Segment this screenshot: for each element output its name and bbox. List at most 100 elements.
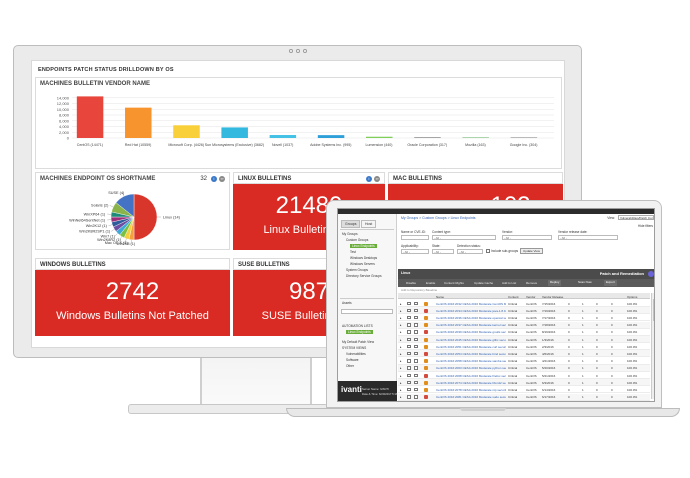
row-checkbox[interactable] — [414, 344, 418, 349]
expand-arrow-icon[interactable]: ▸ — [400, 387, 402, 392]
col-name[interactable]: Name — [436, 294, 445, 299]
toolbar-remove[interactable]: Remove — [526, 281, 538, 285]
expand-arrow-icon[interactable]: ▸ — [400, 380, 402, 385]
col-options[interactable]: Options — [627, 294, 638, 299]
info-icon[interactable]: i — [366, 176, 372, 182]
table-cell[interactable]: CentOS 2016:2039 CESA 2016 Moderate gnut… — [436, 330, 506, 335]
row-checkbox[interactable] — [414, 359, 418, 363]
table-cell[interactable]: CentOS 2016:2032 CESA 2016 Moderate Cent… — [436, 301, 506, 306]
tree-custom-groups[interactable]: Custom Groups — [346, 238, 369, 242]
table-cell[interactable]: CentOS 2016:2081 CESA 2016 Moderate sudo… — [436, 395, 506, 400]
row-checkbox[interactable] — [414, 301, 418, 305]
sidebar-system-views[interactable]: SYSTEM VIEWS — [342, 346, 367, 350]
sidebar-vulnerabilities[interactable]: Vulnerabilities — [346, 352, 366, 356]
table-cell[interactable]: CentOS 2016:2058 CESA 2016 Moderate samb… — [436, 359, 506, 364]
toolbar-scan-now[interactable]: Scan Now — [578, 280, 592, 284]
table-row[interactable]: ▸ CentOS 2016:2039 CESA 2016 Moderate gnu… — [398, 329, 650, 336]
table-scrollbar[interactable] — [651, 293, 654, 399]
row-checkbox[interactable] — [407, 330, 411, 334]
tree-test[interactable]: Test — [350, 250, 356, 254]
table-row[interactable]: ▸ CentOS 2016:2034 CESA 2016 Moderate jav… — [398, 307, 650, 315]
row-checkbox[interactable] — [414, 308, 418, 313]
row-checkbox[interactable] — [414, 323, 418, 327]
col-content[interactable]: Content — [508, 294, 519, 299]
expand-arrow-icon[interactable]: ▸ — [400, 308, 402, 313]
col-release[interactable]: Vendor Release — [542, 294, 564, 299]
help-icon[interactable] — [648, 271, 654, 277]
row-checkbox[interactable] — [414, 395, 418, 399]
content-type-select[interactable]: - All - — [432, 235, 496, 240]
baseline-note[interactable]: Add to Repository Baseline — [401, 288, 438, 292]
table-cell[interactable]: CentOS 2016:2037 CESA 2016 Moderate kern… — [436, 323, 506, 328]
table-row[interactable]: ▸ CentOS 2016:2051 CESA 2016 Moderate cur… — [398, 343, 650, 351]
row-checkbox[interactable] — [407, 359, 411, 363]
toolbar-enable[interactable]: Enable — [426, 281, 436, 285]
row-checkbox[interactable] — [407, 315, 411, 320]
table-cell[interactable]: CentOS 2016:2051 CESA 2016 Moderate curl… — [436, 344, 506, 349]
table-row[interactable]: ▸ CentOS 2016:2054 CESA 2016 Moderate bin… — [398, 350, 650, 358]
table-cell[interactable]: CentOS 2016:2078 CESA 2016 Moderate ntp … — [436, 387, 506, 392]
tab-groups[interactable]: Groups — [341, 220, 361, 228]
table-row[interactable]: ▸ CentOS 2016:2037 CESA 2016 Moderate ker… — [398, 321, 650, 329]
release-date-select[interactable]: - All - — [558, 235, 618, 240]
table-row[interactable]: ▸ CentOS 2016:2036 CESA 2016 Moderate ope… — [398, 314, 650, 322]
toolbar-add-to-list[interactable]: Add to List — [502, 281, 517, 285]
table-cell[interactable]: CentOS 2016:2063 CESA 2016 Moderate pyth… — [436, 366, 506, 371]
vendor-select[interactable]: - All - — [502, 235, 552, 240]
toolbar-update-cache[interactable]: Update Cache — [474, 281, 494, 285]
detection-select[interactable]: - All - — [457, 249, 483, 254]
table-row[interactable]: ▸ CentOS 2016:2068 CESA 2016 Moderate fir… — [398, 372, 650, 379]
table-cell[interactable]: CentOS 2016:2034 CESA 2016 Moderate java… — [436, 308, 506, 313]
row-checkbox[interactable] — [414, 351, 418, 356]
row-checkbox[interactable] — [414, 330, 418, 334]
sidebar-default-view[interactable]: My Default Patch View — [342, 340, 375, 344]
row-checkbox[interactable] — [407, 387, 411, 392]
automation-item[interactable]: Linux Endpoints — [346, 330, 373, 334]
row-checkbox[interactable] — [407, 366, 411, 370]
hide-filters-link[interactable]: Hide filters — [637, 224, 653, 228]
toolbar-disable[interactable]: Disable — [406, 281, 417, 285]
expand-arrow-icon[interactable]: ▸ — [400, 337, 402, 342]
expand-arrow-icon[interactable]: ▸ — [400, 301, 402, 306]
tree-system-groups[interactable]: System Groups — [346, 268, 368, 272]
row-checkbox[interactable] — [414, 337, 418, 341]
table-row[interactable]: ▸ CentOS 2016:2074 CESA 2016 Moderate lib… — [398, 379, 650, 387]
row-checkbox[interactable] — [407, 337, 411, 341]
link-icon[interactable]: ∞ — [219, 176, 225, 182]
table-cell[interactable]: CentOS 2016:2068 CESA 2016 Moderate fire… — [436, 373, 506, 378]
expand-arrow-icon[interactable]: ▸ — [400, 395, 402, 400]
table-row[interactable]: ▸ CentOS 2016:2063 CESA 2016 Moderate pyt… — [398, 364, 650, 372]
tree-windows-desktops[interactable]: Windows Desktops — [350, 256, 378, 260]
expand-arrow-icon[interactable]: ▸ — [400, 315, 402, 320]
row-checkbox[interactable] — [407, 373, 411, 377]
table-row[interactable]: ▸ CentOS 2016:2058 CESA 2016 Moderate sam… — [398, 358, 650, 365]
tab-host[interactable]: Host — [361, 220, 377, 228]
row-checkbox[interactable] — [414, 373, 418, 377]
row-checkbox[interactable] — [407, 308, 411, 313]
table-row[interactable]: ▸ CentOS 2016:2081 CESA 2016 Moderate sud… — [398, 393, 650, 401]
tree-my-groups[interactable]: My Groups — [342, 232, 358, 236]
table-cell[interactable]: CentOS 2016:2054 CESA 2016 Moderate bind… — [436, 351, 506, 356]
update-view-button[interactable]: Update View — [520, 248, 543, 254]
col-vendor[interactable]: Vendor — [526, 294, 536, 299]
row-checkbox[interactable] — [414, 387, 418, 392]
row-checkbox[interactable] — [414, 366, 418, 370]
state-select[interactable]: - All - — [432, 249, 454, 254]
row-checkbox[interactable] — [407, 351, 411, 356]
tree-windows-servers[interactable]: Windows Servers — [350, 262, 375, 266]
sidebar-search-input[interactable] — [341, 309, 393, 314]
applicability-select[interactable]: - All - — [401, 249, 429, 254]
toolbar-content-rights[interactable]: Content Rights — [444, 281, 464, 285]
row-checkbox[interactable] — [414, 380, 418, 385]
row-checkbox[interactable] — [407, 380, 411, 385]
row-checkbox[interactable] — [407, 301, 411, 305]
expand-arrow-icon[interactable]: ▸ — [400, 323, 402, 328]
sidebar-other[interactable]: Other — [346, 364, 354, 368]
expand-arrow-icon[interactable]: ▸ — [400, 366, 402, 371]
windows-bulletins-tile[interactable]: WINDOWS BULLETINS 2742 Windows Bulletins… — [35, 258, 230, 336]
breadcrumb[interactable]: My Groups > Custom Groups > Linux Endpoi… — [401, 216, 476, 220]
expand-arrow-icon[interactable]: ▸ — [400, 344, 402, 349]
tree-directory-groups[interactable]: Directory Service Groups — [346, 274, 382, 278]
include-subgroups-checkbox[interactable] — [486, 249, 490, 253]
table-row[interactable]: ▸ CentOS 2016:2078 CESA 2016 Moderate ntp… — [398, 386, 650, 394]
